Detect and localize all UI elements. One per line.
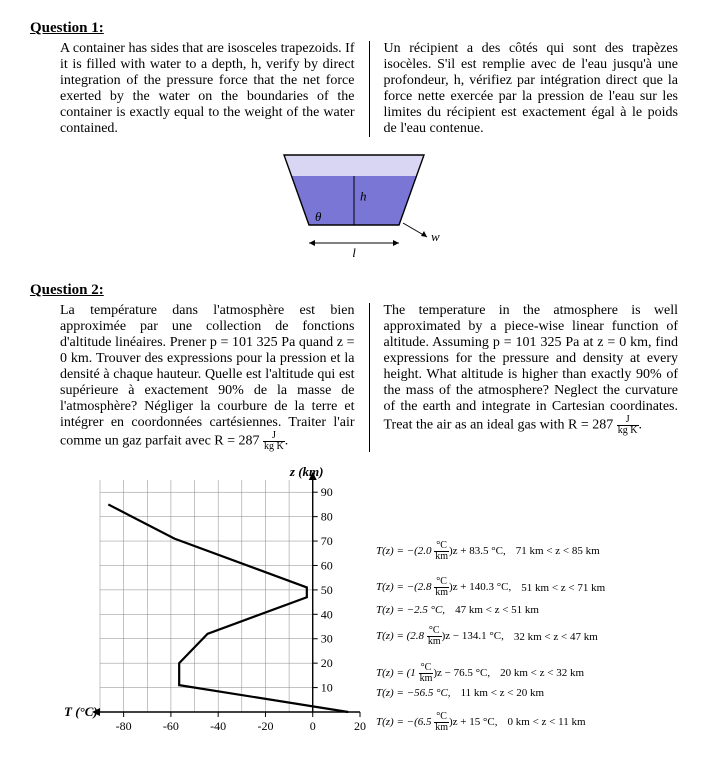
svg-text:-60: -60 [163,719,179,733]
svg-text:θ: θ [315,209,322,224]
svg-text:h: h [360,189,367,204]
svg-text:50: 50 [321,583,333,597]
equation-list: T(z) = −(2.0 °Ckm)z + 83.5 °C,71 km < z … [370,462,678,762]
atmosphere-chart-wrap: 10 20 30 40 50 60 70 80 90 -80 -60 -40 -20 0 20 z (km) T… [50,462,678,762]
equation-row: T(z) = −(6.5 °Ckm)z + 15 °C,0 km < z < 1… [376,712,586,733]
svg-text:80: 80 [321,510,333,524]
q2-left-body: La température dans l'atmosphère est bie… [60,303,355,449]
equation-row: T(z) = −(2.0 °Ckm)z + 83.5 °C,71 km < z … [376,541,600,562]
svg-text:-20: -20 [257,719,273,733]
svg-text:20: 20 [321,656,333,670]
q2-left-text: La température dans l'atmosphère est bie… [60,303,370,452]
question-1: Question 1: A container has sides that a… [30,20,678,137]
equation-row: T(z) = −56.5 °C,11 km < z < 20 km [376,687,544,699]
svg-text:60: 60 [321,558,333,572]
equation-row: T(z) = (1 °Ckm)z − 76.5 °C,20 km < z < 3… [376,663,584,684]
svg-text:20: 20 [354,719,366,733]
svg-text:70: 70 [321,534,333,548]
q1-left-text: A container has sides that are isosceles… [60,41,370,137]
q2-right-body: The temperature in the atmosphere is wel… [384,303,679,433]
svg-text:30: 30 [321,632,333,646]
svg-text:0: 0 [310,719,316,733]
trapezoid-figure: h θ l w [30,145,678,270]
equation-row: T(z) = −2.5 °C,47 km < z < 51 km [376,604,539,616]
q1-columns: A container has sides that are isosceles… [60,41,678,137]
svg-text:90: 90 [321,485,333,499]
q1-title: Question 1: [30,20,678,37]
q1-right-text: Un récipient a des côtés qui sont des tr… [370,41,679,137]
svg-text:-80: -80 [116,719,132,733]
svg-text:-40: -40 [210,719,226,733]
equation-row: T(z) = (2.8 °Ckm)z − 134.1 °C,32 km < z … [376,626,598,647]
q2-right-text: The temperature in the atmosphere is wel… [370,303,679,452]
svg-text:z (km): z (km) [289,464,324,479]
atmosphere-svg: 10 20 30 40 50 60 70 80 90 -80 -60 -40 -20 0 20 z (km) T… [50,462,370,742]
equation-row: T(z) = −(2.8 °Ckm)z + 140.3 °C,51 km < z… [376,577,605,598]
svg-text:10: 10 [321,681,333,695]
svg-text:l: l [352,245,356,260]
chart-left: 10 20 30 40 50 60 70 80 90 -80 -60 -40 -20 0 20 z (km) T… [50,462,370,762]
svg-text:w: w [431,229,440,244]
q2-title: Question 2: [30,282,678,299]
svg-text:T (°C): T (°C) [64,704,98,719]
question-2: Question 2: La température dans l'atmosp… [30,282,678,452]
trapezoid-svg: h θ l w [234,145,474,265]
q2-columns: La température dans l'atmosphère est bie… [60,303,678,452]
svg-text:40: 40 [321,607,333,621]
